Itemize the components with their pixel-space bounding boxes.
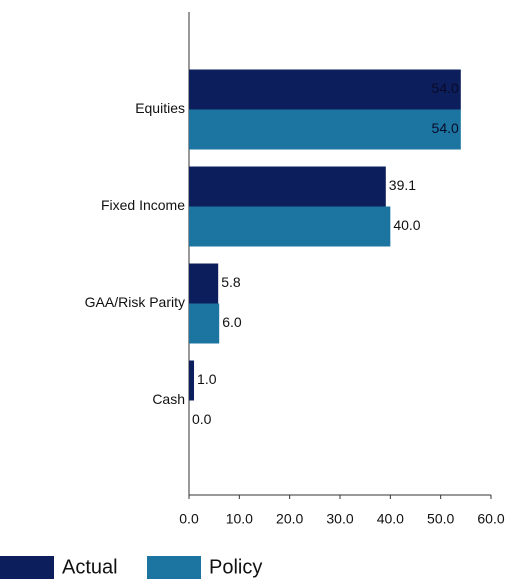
- value-label: 54.0: [432, 120, 459, 136]
- value-label: 1.0: [197, 371, 217, 387]
- value-label: 40.0: [393, 217, 420, 233]
- legend-label: Actual: [62, 556, 118, 578]
- bar: [189, 303, 220, 344]
- value-label: 5.8: [221, 274, 241, 290]
- x-tick-label: 60.0: [477, 511, 504, 527]
- x-tick-label: 50.0: [427, 511, 454, 527]
- bar: [189, 166, 386, 207]
- bar: [189, 109, 461, 150]
- legend-label: Policy: [209, 556, 262, 578]
- value-label: 6.0: [222, 314, 242, 330]
- bar: [189, 263, 219, 304]
- category-label: GAA/Risk Parity: [85, 294, 185, 310]
- bar: [189, 206, 391, 247]
- bar: [189, 360, 195, 401]
- bar: [189, 69, 461, 110]
- x-tick-label: 0.0: [179, 511, 199, 527]
- x-tick-label: 20.0: [276, 511, 303, 527]
- category-label: Fixed Income: [101, 197, 185, 213]
- category-label: Equities: [135, 100, 185, 116]
- value-label: 0.0: [192, 411, 212, 427]
- value-label: 39.1: [389, 177, 416, 193]
- x-tick-label: 10.0: [226, 511, 253, 527]
- category-label: Cash: [152, 391, 185, 407]
- x-tick-label: 30.0: [326, 511, 353, 527]
- value-label: 54.0: [432, 80, 459, 96]
- legend-swatch: [147, 556, 201, 579]
- x-tick-label: 40.0: [377, 511, 404, 527]
- legend-swatch: [0, 556, 54, 579]
